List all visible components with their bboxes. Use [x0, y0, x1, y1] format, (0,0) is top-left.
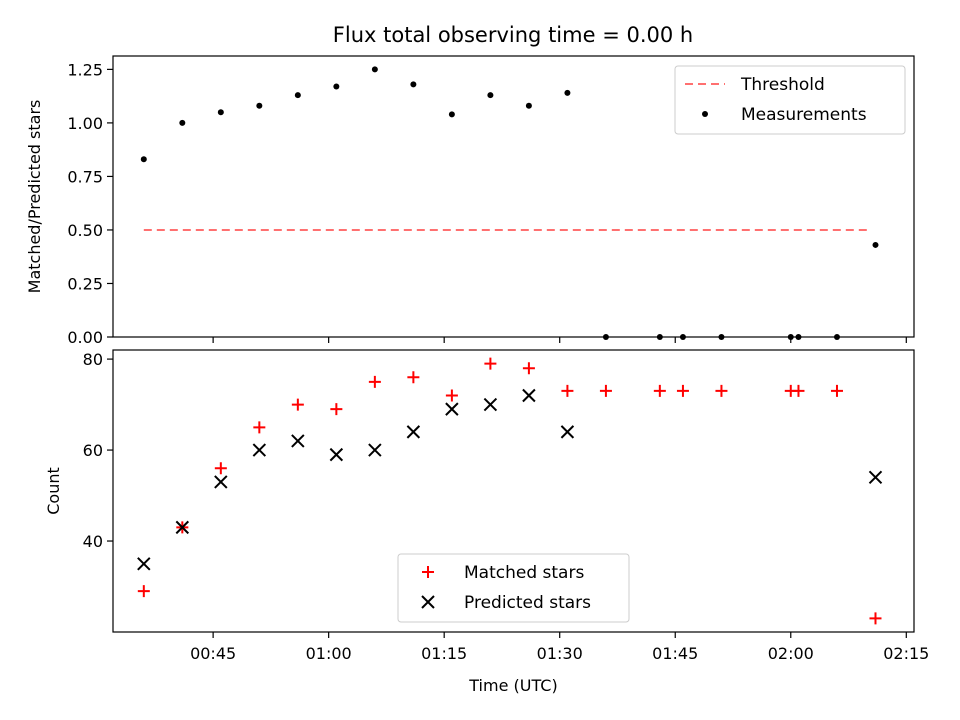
data-point [487, 92, 494, 99]
data-point [656, 334, 663, 340]
legend-label: Predicted stars [464, 593, 591, 613]
data-point [561, 384, 574, 397]
data-point [787, 334, 794, 340]
data-point [256, 102, 263, 109]
data-point [522, 362, 535, 375]
data-point [679, 334, 686, 340]
data-point [484, 357, 497, 370]
legend: Matched stars Predicted stars [397, 553, 630, 623]
data-point [560, 425, 575, 439]
data-point [179, 119, 186, 126]
y-axis-label: Matched/Predicted stars [25, 100, 44, 294]
data-point [329, 447, 344, 462]
data-point [483, 397, 498, 412]
data-point [833, 334, 840, 340]
data-point [599, 384, 612, 397]
data-point [406, 425, 421, 439]
data-point [795, 334, 802, 340]
x-axis-label: Time (UTC) [468, 676, 557, 695]
legend-label: Measurements [741, 105, 867, 125]
axes-frame [112, 349, 915, 633]
data-point [872, 241, 879, 248]
data-point [676, 384, 689, 397]
data-point [368, 375, 381, 388]
data-point [330, 403, 343, 416]
data-point [371, 66, 378, 73]
legend-box [397, 553, 630, 623]
y-tick-label: 60 [83, 441, 103, 460]
data-point [564, 89, 571, 96]
x-tick-label: 02:00 [768, 644, 814, 663]
y-tick-label: 1.00 [67, 114, 103, 133]
data-point [291, 434, 305, 448]
data-point [792, 384, 805, 397]
data-point [291, 398, 304, 411]
series-matched-stars [137, 357, 882, 625]
legend-label: Threshold [740, 75, 825, 95]
axes-frame [112, 55, 915, 338]
y-axis-label: Count [44, 467, 63, 515]
legend-box [674, 65, 906, 135]
legend-swatch [702, 111, 708, 117]
data-point [445, 389, 458, 402]
legend-swatch [422, 566, 434, 578]
y-tick-label: 40 [83, 532, 103, 551]
data-point [522, 388, 536, 403]
data-point [214, 475, 228, 489]
y-tick-label: 0.75 [67, 167, 103, 186]
data-point [445, 402, 459, 416]
data-point [294, 92, 301, 99]
data-point [525, 102, 532, 109]
data-point [252, 443, 267, 457]
x-tick-label: 01:15 [421, 644, 467, 663]
x-tick-label: 01:30 [537, 644, 583, 663]
data-point [868, 470, 883, 485]
data-point [830, 384, 843, 397]
data-point [140, 156, 147, 163]
legend-label: Matched stars [464, 563, 584, 583]
data-point [410, 81, 417, 88]
data-point [214, 462, 227, 475]
series-predicted-stars [137, 388, 883, 571]
data-point [602, 334, 609, 340]
x-tick-label: 02:15 [883, 644, 929, 663]
top-panel: 0.00 0.25 0.50 0.75 1.00 1.25 Matched/Predicte… [25, 55, 915, 347]
data-point [137, 585, 150, 598]
data-point [137, 557, 151, 571]
data-point [253, 421, 266, 434]
data-point [869, 612, 882, 625]
x-tick-label: 00:45 [190, 644, 236, 663]
data-point [217, 109, 224, 116]
y-tick-label: 0.00 [67, 328, 103, 347]
x-tick-label: 01:00 [306, 644, 352, 663]
x-tick-label: 01:45 [652, 644, 698, 663]
data-point [333, 83, 340, 90]
data-point [448, 111, 455, 118]
legend-swatch [421, 595, 435, 609]
y-tick-label: 0.25 [67, 274, 103, 293]
y-tick-label: 1.25 [67, 60, 103, 79]
y-tick-label: 80 [83, 350, 103, 369]
data-point [715, 384, 728, 397]
chart-title: Flux total observing time = 0.00 h [333, 23, 693, 47]
data-point [407, 371, 420, 384]
data-point [175, 520, 190, 535]
y-tick-label: 0.50 [67, 221, 103, 240]
bottom-panel: 40 60 80 00:45 01:00 01:15 01:30 01:45 02:00 02:1… [44, 349, 929, 695]
series-measurements [140, 66, 879, 340]
data-point [368, 443, 382, 457]
data-point [653, 384, 666, 397]
data-point [718, 334, 725, 340]
legend: Threshold Measurements [674, 65, 906, 135]
